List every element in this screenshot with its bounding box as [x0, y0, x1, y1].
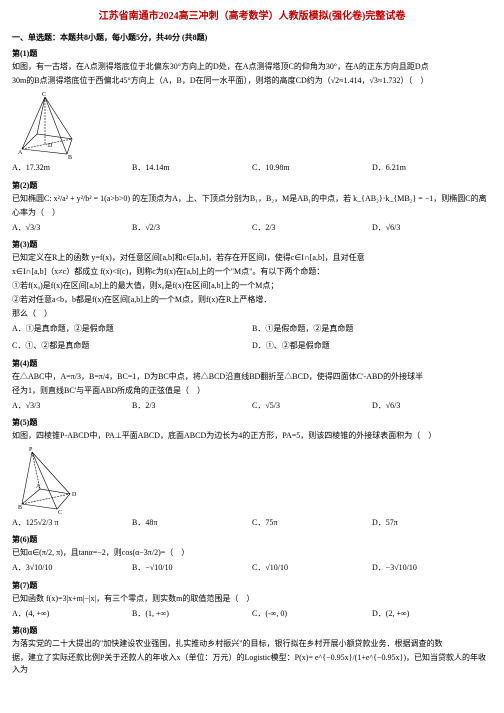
q6-choices: A．3√10/10 B．−√10/10 C．√10/10 D．−3√10/10 [12, 562, 492, 573]
q4-choice-a: A．√3/3 [12, 400, 132, 411]
q3-line-4: ②若对任意a<b，b都是f(x)在区间[a,b]上的一个M点，则f(x)在R上严… [12, 294, 492, 306]
q4-stem-2: 径为1，则直线BC'与平面ABD所成角的正弦值是（ ） [12, 385, 492, 397]
q7-choice-c: C．(-∞, 0) [252, 608, 372, 619]
q5-choice-c: C．75π [252, 517, 372, 528]
q3-choices-row1: A．①是真命题，②是假命题 B．①是假命题，②是真命题 [12, 323, 492, 334]
exam-title: 江苏省南通市2024高三冲刺（高考数学）人教版模拟(强化卷)完整试卷 [12, 10, 492, 24]
q4-choice-d: D．√6/3 [372, 400, 492, 411]
q6-choice-b: B．−√10/10 [132, 562, 252, 573]
q3-line-2: x∈I∩[a,b]（x≠c）都成立 f(x)<f(c)，则称c为f(x)在[a,… [12, 266, 492, 278]
q4-stem-1: 在△ABC中，A=π/3，B=π/4，BC=1，D为BC中点，将△BCD沿直线B… [12, 371, 492, 383]
q8-stem-1: 为落实党的二十大提出的"加快建设农业强国，扎实推动乡村振兴"的目标，银行拟在乡村… [12, 638, 492, 650]
q6-choice-d: D．−3√10/10 [372, 562, 492, 573]
q6-choice-a: A．3√10/10 [12, 562, 132, 573]
q8-head: 第(8)题 [12, 625, 492, 636]
q7-stem: 已知函数 f(x)=3|x+m|−|x|，有三个零点，则实数m的取值范围是（ ） [12, 593, 492, 605]
q5-stem: 如图，四棱锥P-ABCD中，PA⊥平面ABCD，底面ABCD为边长为4的正方形，… [12, 430, 492, 442]
q2-choice-b: B．√2/3 [132, 222, 252, 233]
q1-figure: C A B D [12, 89, 82, 159]
q5-figure: P A B C D [12, 444, 82, 514]
q3-head: 第(3)题 [12, 239, 492, 250]
q5-choice-b: B．48π [132, 517, 252, 528]
q2-choice-c: C．2/3 [252, 222, 372, 233]
q5-choice-a: A．125√2/3 π [12, 517, 132, 528]
q2-head: 第(2)题 [12, 180, 492, 191]
q1-stem-1: 如图，有一古塔，在A点测得塔底位于北偏东30°方向上的D处，在A点测得塔顶C的仰… [12, 61, 492, 73]
q6-head: 第(6)题 [12, 534, 492, 545]
q3-line-3: ①若f(x₀)是f(x)在区间[a,b]上的最大值，则x₀是f(x)在区间[a,… [12, 280, 492, 292]
svg-text:A: A [18, 150, 23, 156]
q7-choice-a: A．(4, +∞) [12, 608, 132, 619]
svg-text:B: B [68, 155, 72, 159]
q3-line-5: 那么（ ） [12, 308, 492, 320]
q7-choice-b: B．(1, +∞) [132, 608, 252, 619]
q4-choice-b: B．2/3 [132, 400, 252, 411]
svg-text:B: B [18, 505, 22, 511]
q8-stem-2: 据，建立了实际还款比例P关于还款人的年收入x（单位：万元）的Logistic模型… [12, 652, 492, 676]
q2-choices: A．√3/3 B．√2/3 C．2/3 D．√6/3 [12, 222, 492, 233]
q6-stem: 已知α∈(π/2, π)，且tanα=−2，则cos(α−3π/2)=（ ） [12, 547, 492, 559]
q5-choices: A．125√2/3 π B．48π C．75π D．57π [12, 517, 492, 528]
q4-choice-c: C．√5/3 [252, 400, 372, 411]
q6-choice-c: C．√10/10 [252, 562, 372, 573]
q3-choices-row2: C．①、②都是真命题 D．①、②都是假命题 [12, 340, 492, 351]
q3-line-1: 已知定义在R上的函数 y=f(x)，对任意区间[a,b]和c∈[a,b]，若存在… [12, 252, 492, 264]
q5-head: 第(5)题 [12, 417, 492, 428]
q2-stem-2: 心率为（ ） [12, 207, 492, 219]
q1-head: 第(1)题 [12, 48, 492, 59]
q1-stem-2: 30m的B点测得塔底位于西偏北45°方向上（A，B，D在同一水平面），则塔的高度… [12, 75, 492, 87]
q4-head: 第(4)题 [12, 358, 492, 369]
q7-choices: A．(4, +∞) B．(1, +∞) C．(-∞, 0) D．(2, +∞) [12, 608, 492, 619]
svg-text:C: C [42, 92, 46, 98]
q3-choice-b: B．①是假命题，②是真命题 [252, 323, 492, 334]
q1-choice-a: A．17.32m [12, 162, 132, 173]
q3-choice-c: C．①、②都是真命题 [12, 340, 252, 351]
q3-choice-d: D．①、②都是假命题 [252, 340, 492, 351]
q7-head: 第(7)题 [12, 580, 492, 591]
q1-choice-c: C．10.98m [252, 162, 372, 173]
q4-choices: A．√3/3 B．2/3 C．√5/3 D．√6/3 [12, 400, 492, 411]
q2-stem-1: 已知椭圆C: x²/a² + y²/b² = 1(a>b>0) 的左顶点为A，上… [12, 193, 492, 205]
section-1-head: 一、单选题：本题共8小题，每小题5分，共40分 (共8题) [12, 32, 492, 43]
q3-choice-a: A．①是真命题，②是假命题 [12, 323, 252, 334]
svg-text:D: D [72, 492, 77, 498]
svg-text:D: D [48, 143, 53, 149]
q5-choice-d: D．57π [372, 517, 492, 528]
q1-choice-d: D．6.21m [372, 162, 492, 173]
q1-choice-b: B．14.14m [132, 162, 252, 173]
svg-text:C: C [58, 510, 62, 514]
q7-choice-d: D．(2, +∞) [372, 608, 492, 619]
svg-text:A: A [36, 484, 41, 490]
q2-choice-a: A．√3/3 [12, 222, 132, 233]
q1-choices: A．17.32m B．14.14m C．10.98m D．6.21m [12, 162, 492, 173]
q2-choice-d: D．√6/3 [372, 222, 492, 233]
